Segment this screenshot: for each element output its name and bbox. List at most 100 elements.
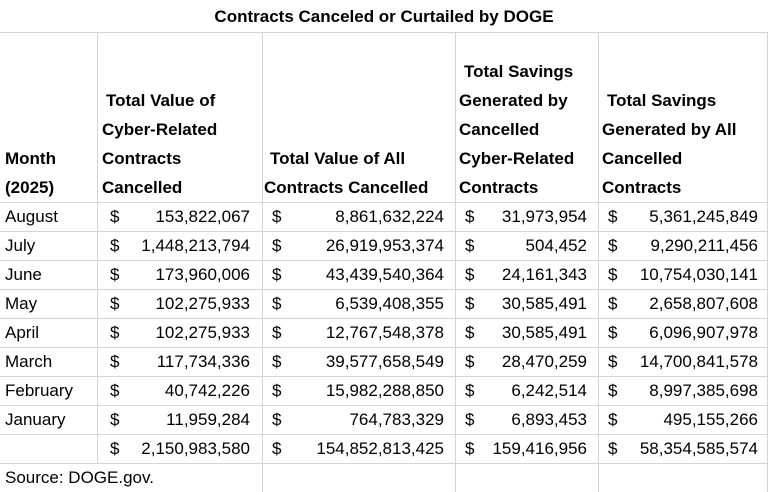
cyber-savings-cell: 6,893,453: [511, 410, 587, 429]
currency-symbol: $: [465, 381, 475, 400]
month-cell: January: [5, 410, 66, 429]
cyber-value-cell: 11,959,284: [166, 410, 250, 429]
header-line: Cyber-Related: [102, 120, 218, 139]
grid-line: [0, 260, 768, 261]
currency-symbol: $: [110, 439, 120, 458]
header-month: Month (2025): [5, 144, 56, 202]
grid-line: [0, 347, 768, 348]
cyber-value-cell: 102,275,933: [155, 294, 250, 313]
currency-symbol: $: [110, 236, 120, 255]
grid-line: [0, 405, 768, 406]
grid-line: [0, 463, 768, 464]
all-savings-cell: 2,658,807,608: [649, 294, 758, 313]
cyber-savings-cell: 30,585,491: [501, 294, 587, 313]
all-value-cell: 6,539,408,355: [335, 294, 444, 313]
header-cyber-savings: Total Savings Generated by Cancelled Cyb…: [459, 57, 574, 202]
totals-row: $ 2,150,983,580 $ 154,852,813,425 $ 159,…: [0, 434, 768, 463]
currency-symbol: $: [272, 352, 282, 371]
header-line: Cancelled: [602, 149, 683, 168]
total-all-value: 154,852,813,425: [316, 439, 444, 458]
total-cyber-value: 2,150,983,580: [141, 439, 250, 458]
month-cell: May: [5, 294, 38, 313]
currency-symbol: $: [608, 294, 618, 313]
grid-line: [0, 231, 768, 232]
header-line: Contracts: [459, 178, 539, 197]
currency-symbol: $: [272, 265, 282, 284]
header-line: (2025): [5, 178, 55, 197]
cyber-value-cell: 117,734,336: [156, 352, 250, 371]
currency-symbol: $: [110, 207, 120, 226]
all-value-cell: 39,577,658,549: [325, 352, 444, 371]
grid-line: [262, 33, 263, 492]
grid-line: [0, 376, 768, 377]
total-cyber-savings: 159,416,956: [492, 439, 587, 458]
currency-symbol: $: [608, 410, 618, 429]
currency-symbol: $: [110, 323, 120, 342]
all-savings-cell: 10,754,030,141: [639, 265, 758, 284]
currency-symbol: $: [465, 352, 475, 371]
all-value-cell: 15,982,288,850: [325, 381, 444, 400]
currency-symbol: $: [272, 294, 282, 313]
all-savings-cell: 6,096,907,978: [649, 323, 758, 342]
currency-symbol: $: [272, 323, 282, 342]
month-cell: August: [5, 207, 58, 226]
cyber-savings-cell: 6,242,514: [511, 381, 587, 400]
table-row: March $117,734,336 $39,577,658,549 $28,470,…: [0, 347, 768, 376]
currency-symbol: $: [272, 410, 282, 429]
cyber-value-cell: 102,275,933: [155, 323, 250, 342]
currency-symbol: $: [272, 439, 282, 458]
month-cell: June: [5, 265, 42, 284]
grid-line: [455, 33, 456, 492]
table-row: February $40,742,226 $15,982,288,850 $6,242…: [0, 376, 768, 405]
currency-symbol: $: [110, 381, 120, 400]
currency-symbol: $: [465, 265, 475, 284]
grid-line: [97, 33, 98, 463]
month-cell: March: [5, 352, 53, 371]
all-savings-cell: 14,700,841,578: [639, 352, 758, 371]
month-cell: July: [5, 236, 36, 255]
header-line: Total Savings: [607, 91, 717, 110]
currency-symbol: $: [465, 207, 475, 226]
table-row: July $1,448,213,794 $26,919,953,374 $504,45…: [0, 231, 768, 260]
currency-symbol: $: [110, 294, 120, 313]
grid-line: [0, 318, 768, 319]
currency-symbol: $: [465, 410, 475, 429]
total-all-savings: 58,354,585,574: [639, 439, 758, 458]
header-line: Total Savings: [464, 62, 574, 81]
all-savings-cell: 495,155,266: [663, 410, 758, 429]
currency-symbol: $: [272, 236, 282, 255]
month-cell: February: [5, 381, 74, 400]
grid-line: [0, 434, 768, 435]
table-title: Contracts Canceled or Curtailed by DOGE: [0, 0, 768, 33]
header-cyber-value: Total Value of Cyber-Related Contracts C…: [102, 86, 217, 202]
all-value-cell: 764,783,329: [349, 410, 444, 429]
currency-symbol: $: [465, 294, 475, 313]
currency-symbol: $: [608, 236, 618, 255]
currency-symbol: $: [608, 439, 618, 458]
all-value-cell: 43,439,540,364: [325, 265, 444, 284]
all-savings-cell: 9,290,211,456: [650, 236, 758, 255]
header-line: Contracts Cancelled: [264, 178, 429, 197]
header-line: Generated by: [459, 91, 568, 110]
month-cell: April: [5, 323, 40, 342]
grid-line: [0, 289, 768, 290]
header-line: Total Value of: [106, 91, 216, 110]
header-line: Contracts: [602, 178, 682, 197]
header-all-savings: Total Savings Generated by All Cancelled…: [602, 86, 736, 202]
header-line: Cancelled: [459, 120, 540, 139]
currency-symbol: $: [608, 381, 618, 400]
header-line: Total Value of All: [270, 149, 406, 168]
currency-symbol: $: [465, 236, 475, 255]
all-savings-cell: 5,361,245,849: [649, 207, 758, 226]
header-line: Cancelled: [102, 178, 183, 197]
all-value-cell: 12,767,548,378: [325, 323, 444, 342]
currency-symbol: $: [608, 323, 618, 342]
header-line: Contracts: [102, 149, 182, 168]
header-all-value: Total Value of All Contracts Cancelled: [264, 144, 428, 202]
cyber-value-cell: 40,742,226: [164, 381, 250, 400]
table-row: May $102,275,933 $6,539,408,355 $30,585,491…: [0, 289, 768, 318]
table-row: June $173,960,006 $43,439,540,364 $24,161,3…: [0, 260, 768, 289]
all-value-cell: 8,861,632,224: [335, 207, 444, 226]
grid-line: [598, 33, 599, 492]
